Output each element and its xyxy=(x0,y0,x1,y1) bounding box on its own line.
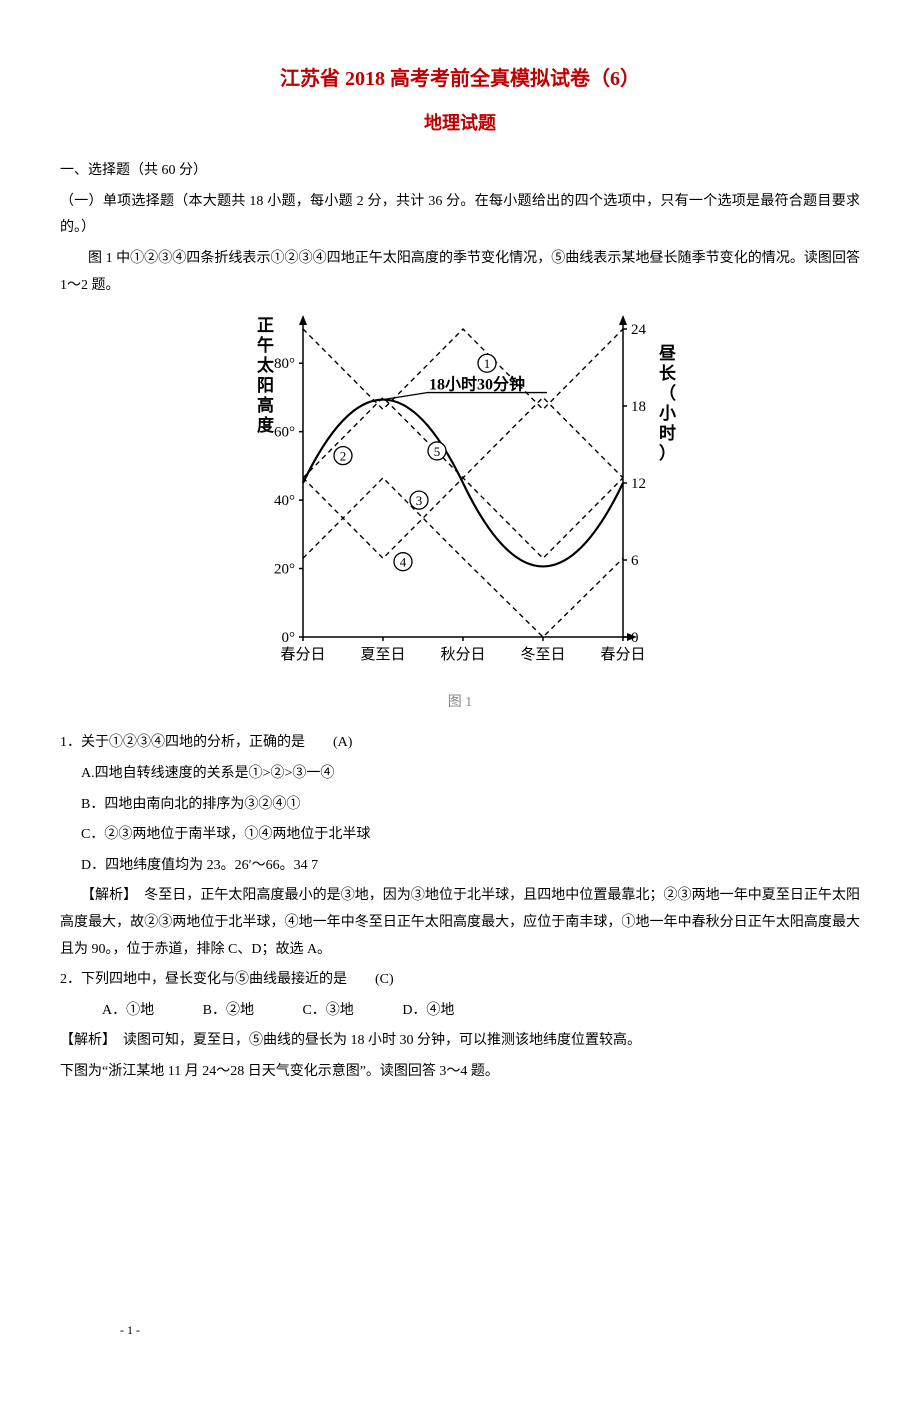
svg-text:0: 0 xyxy=(631,630,639,646)
svg-text:昼: 昼 xyxy=(659,344,676,363)
svg-text:24: 24 xyxy=(631,322,647,338)
svg-text:40°: 40° xyxy=(274,493,295,509)
svg-text:18: 18 xyxy=(631,399,646,415)
svg-text:1: 1 xyxy=(484,356,491,371)
svg-text:18小时30分钟: 18小时30分钟 xyxy=(429,375,525,394)
svg-text:2: 2 xyxy=(340,449,347,464)
q2-explain: 【解析】 读图可知，夏至日，⑤曲线的昼长为 18 小时 30 分钟，可以推测该地… xyxy=(60,1028,860,1055)
svg-text:正: 正 xyxy=(257,316,274,335)
svg-text:春分日: 春分日 xyxy=(600,646,645,663)
q2-option-c: C．③地 xyxy=(281,998,353,1025)
svg-text:春分日: 春分日 xyxy=(280,646,325,663)
q2-stem: 2．下列四地中，昼长变化与⑤曲线最接近的是 (C) xyxy=(60,967,860,994)
svg-text:）: ） xyxy=(659,443,676,463)
svg-text:60°: 60° xyxy=(274,425,295,441)
svg-text:度: 度 xyxy=(257,415,275,435)
section-heading: 一、选择题（共 60 分） xyxy=(60,158,860,185)
title-main: 江苏省 2018 高考考前全真模拟试卷（6） xyxy=(60,60,860,98)
svg-text:时: 时 xyxy=(659,424,676,443)
q1-option-b: B．四地由南向北的排序为③②④① xyxy=(60,792,860,819)
svg-text:小: 小 xyxy=(659,404,676,423)
svg-text:80°: 80° xyxy=(274,356,295,372)
q1-option-a: A.四地自转线速度的关系是①>②>③一④ xyxy=(60,761,860,788)
svg-text:12: 12 xyxy=(631,476,646,492)
q2-options: A．①地 B．②地 C．③地 D．④地 xyxy=(60,998,860,1025)
title-sub: 地理试题 xyxy=(60,106,860,140)
svg-text:高: 高 xyxy=(257,395,274,415)
svg-text:阳: 阳 xyxy=(257,376,274,395)
q2-option-d: D．④地 xyxy=(381,998,454,1025)
q1-option-c: C．②③两地位于南半球，①④两地位于北半球 xyxy=(60,822,860,849)
figure-1-chart: 0°20°40°60°80°06121824春分日夏至日秋分日冬至日春分日正午太… xyxy=(60,311,860,682)
q1-explain: 【解析】 冬至日，正午太阳高度最小的是③地，因为③地位于北半球，且四地中位置最靠… xyxy=(60,883,860,963)
q2-option-b: B．②地 xyxy=(182,998,254,1025)
svg-text:秋分日: 秋分日 xyxy=(440,646,485,663)
q1-stem: 1．关于①②③④四地的分析，正确的是 (A) xyxy=(60,730,860,757)
q2-option-a: A．①地 xyxy=(81,998,154,1025)
question-intro-3-4: 下图为“浙江某地 11 月 24～28 日天气变化示意图”。读图回答 3～4 题… xyxy=(60,1059,860,1086)
q1-option-d: D．四地纬度值均为 23。26′～66。34 7 xyxy=(60,853,860,880)
svg-text:20°: 20° xyxy=(274,562,295,578)
svg-text:0°: 0° xyxy=(282,630,296,646)
section-sub-heading: （一）单项选择题（本大题共 18 小题，每小题 2 分，共计 36 分。在每小题… xyxy=(60,189,860,242)
svg-text:（: （ xyxy=(659,383,676,403)
svg-text:太: 太 xyxy=(257,355,275,375)
chart-svg: 0°20°40°60°80°06121824春分日夏至日秋分日冬至日春分日正午太… xyxy=(225,311,695,671)
svg-text:3: 3 xyxy=(416,493,423,508)
svg-text:冬至日: 冬至日 xyxy=(520,646,565,663)
svg-text:长: 长 xyxy=(659,363,677,383)
question-intro-1-2: 图 1 中①②③④四条折线表示①②③④四地正午太阳高度的季节变化情况，⑤曲线表示… xyxy=(60,246,860,299)
svg-text:午: 午 xyxy=(257,335,274,355)
svg-text:4: 4 xyxy=(400,555,407,570)
page-number: - 1 - xyxy=(120,1319,140,1342)
svg-text:6: 6 xyxy=(631,553,639,569)
svg-text:夏至日: 夏至日 xyxy=(360,647,405,663)
figure-1-caption: 图 1 xyxy=(60,690,860,717)
svg-text:5: 5 xyxy=(434,444,441,459)
